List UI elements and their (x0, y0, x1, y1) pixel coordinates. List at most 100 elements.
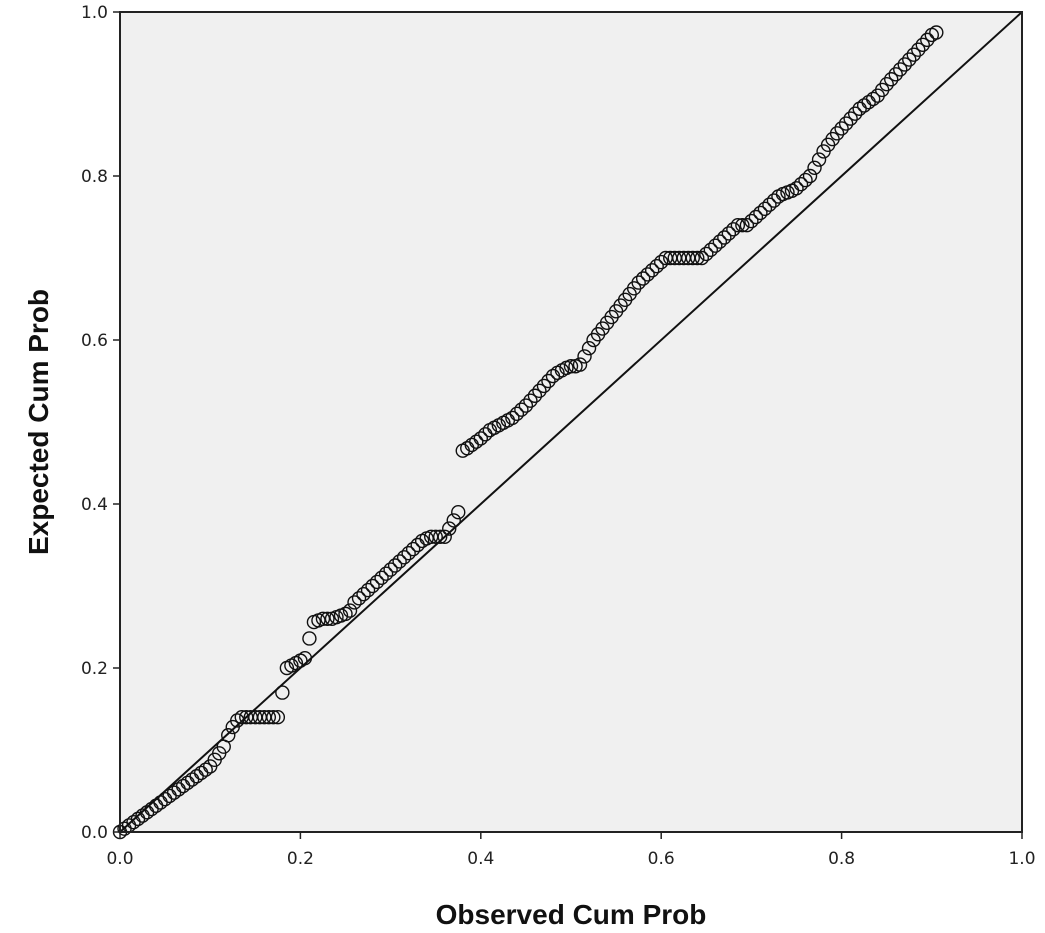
y-tick-label: 0.8 (81, 167, 108, 187)
data-point (884, 72, 899, 87)
data-point (320, 611, 335, 626)
data-point (392, 554, 407, 569)
data-point (383, 562, 398, 577)
data-point (644, 263, 660, 278)
data-point (762, 197, 777, 212)
x-axis-title: Observed Cum Prob (436, 899, 707, 930)
data-point (266, 710, 281, 725)
data-point (338, 606, 353, 622)
data-point (893, 62, 908, 77)
data-point (712, 234, 728, 249)
data-point (514, 402, 529, 417)
data-point (365, 578, 380, 594)
x-tick-label: 0.8 (828, 849, 855, 869)
data-point (221, 728, 236, 743)
y-tick-label: 0.4 (81, 495, 108, 515)
x-tick-label: 0.0 (106, 849, 133, 869)
y-axis-ticks: 0.0 0.2 0.4 0.6 0.8 1.0 (81, 3, 120, 843)
data-point (793, 176, 809, 192)
x-tick-label: 1.0 (1008, 849, 1035, 869)
data-point (748, 209, 764, 225)
data-point (897, 57, 912, 72)
x-tick-label: 0.2 (287, 849, 314, 869)
data-point (356, 587, 371, 602)
y-axis-title: Expected Cum Prob (23, 289, 54, 555)
data-point (469, 434, 484, 449)
data-point (906, 47, 921, 62)
data-point (694, 250, 709, 266)
data-point (374, 570, 389, 585)
y-tick-label: 1.0 (81, 3, 108, 23)
data-point (757, 201, 773, 217)
data-point (378, 566, 394, 581)
data-point (654, 254, 669, 270)
data-point (437, 529, 452, 544)
data-point (685, 250, 700, 266)
y-tick-label: 0.2 (81, 659, 108, 679)
data-point (275, 685, 290, 700)
data-point (690, 250, 705, 266)
data-point (865, 91, 881, 107)
data-point (721, 226, 737, 241)
x-axis-ticks: 0.0 0.2 0.4 0.6 0.8 1.0 (106, 832, 1036, 869)
reference-diagonal-line (119, 11, 1023, 833)
data-point (708, 238, 723, 253)
data-point (198, 762, 213, 777)
data-point (351, 591, 367, 606)
data-point (572, 357, 588, 372)
data-point (541, 373, 556, 389)
data-point (717, 230, 732, 245)
data-point (649, 259, 664, 274)
data-point (726, 222, 741, 237)
data-point (915, 37, 930, 52)
data-point (527, 388, 543, 403)
data-point (920, 32, 935, 48)
data-point (635, 271, 651, 286)
data-point (753, 205, 768, 221)
data-point (563, 359, 579, 374)
data-point (532, 383, 547, 399)
data-point (802, 168, 818, 184)
data-point (302, 631, 317, 646)
data-point (834, 121, 849, 136)
data-point (699, 246, 714, 262)
data-point (739, 217, 755, 233)
data-point (631, 275, 646, 290)
data-point (911, 42, 926, 57)
data-point (523, 393, 538, 408)
data-point (505, 410, 520, 426)
data-points-layer (112, 25, 944, 840)
data-point (230, 713, 245, 728)
data-point (405, 541, 421, 557)
data-point (446, 513, 461, 528)
data-point (509, 406, 525, 421)
data-point (315, 611, 331, 626)
data-point (730, 217, 746, 233)
data-point (798, 172, 813, 188)
data-point (703, 242, 719, 258)
data-point (518, 398, 534, 413)
data-point (297, 650, 313, 666)
data-point (847, 106, 863, 121)
y-tick-label: 0.0 (81, 823, 108, 843)
data-point (811, 152, 827, 167)
data-point (433, 529, 448, 544)
data-point (902, 52, 917, 67)
data-point (536, 378, 552, 394)
data-point (360, 582, 376, 598)
data-point (347, 595, 362, 610)
data-point (888, 67, 903, 82)
data-point (744, 213, 759, 229)
data-point (807, 160, 822, 176)
data-point (342, 603, 358, 618)
data-point (401, 546, 416, 561)
data-point (838, 116, 854, 131)
reference-line-layer (119, 11, 1023, 833)
data-point (270, 710, 286, 725)
data-point (442, 521, 457, 536)
data-point (473, 431, 488, 446)
data-point (577, 349, 592, 364)
data-point (387, 558, 403, 573)
y-tick-label: 0.6 (81, 331, 108, 351)
